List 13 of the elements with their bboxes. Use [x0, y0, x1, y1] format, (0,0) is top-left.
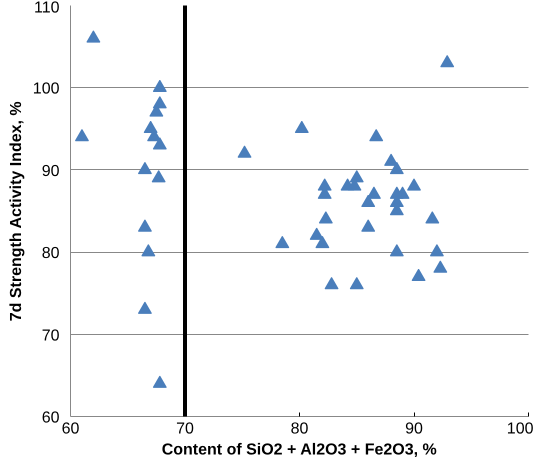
y-tick-label: 80: [42, 245, 60, 262]
x-axis-title: Content of SiO2 + Al2O3 + Fe2O3, %: [162, 442, 437, 458]
y-tick-label: 60: [42, 410, 60, 426]
x-tick-label: 100: [506, 420, 533, 438]
y-tick-label: 90: [42, 162, 60, 180]
y-tick-label: 110: [34, 0, 60, 16]
x-tick-label: 70: [176, 420, 194, 438]
x-tick-label: 60: [62, 420, 80, 438]
x-tick-label: 90: [405, 420, 423, 438]
x-tick-label: 80: [290, 420, 308, 438]
y-tick-label: 100: [32, 80, 60, 98]
y-axis-title: 7d Strength Activity Index, %: [8, 101, 25, 322]
y-tick-label: 70: [42, 327, 60, 344]
